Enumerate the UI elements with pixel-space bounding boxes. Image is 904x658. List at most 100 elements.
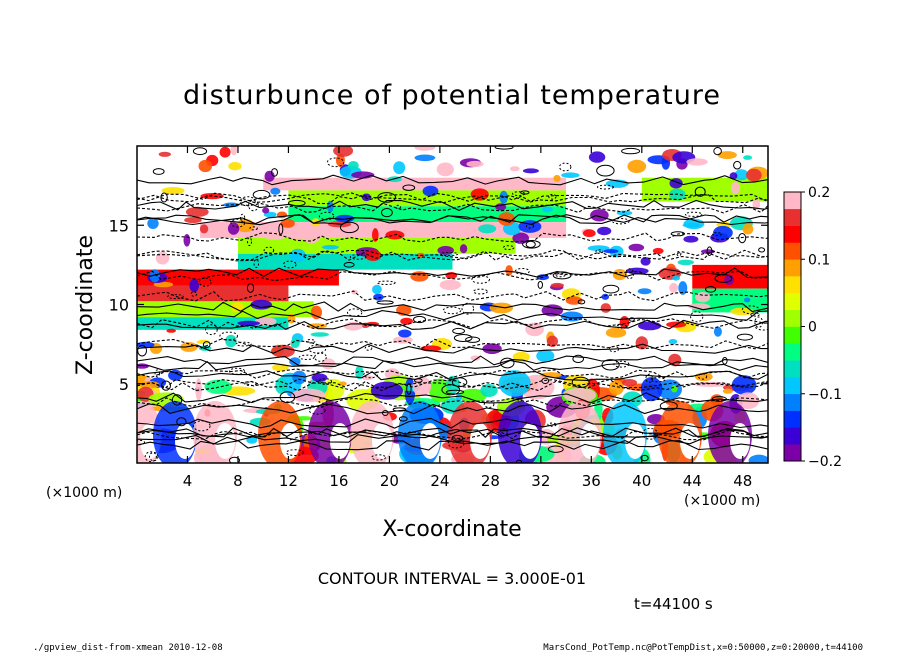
texture-blob <box>686 158 708 166</box>
colorbar-tick-label: 0 <box>808 320 817 336</box>
texture-blob <box>196 339 211 345</box>
x-axis: 4 8 12 16 20 24 28 32 36 40 44 48 <box>183 146 752 490</box>
contour-loop <box>149 451 159 462</box>
contour-loop <box>376 300 394 305</box>
x-tick-label: 32 <box>531 472 550 490</box>
texture-blob <box>199 224 209 234</box>
colorbar-swatch <box>784 427 801 445</box>
texture-blob <box>263 230 287 240</box>
texture-blob <box>478 224 497 234</box>
texture-blob <box>637 288 652 295</box>
texture-blob <box>590 209 609 222</box>
texture-blob <box>155 251 170 265</box>
texture-blob <box>601 293 610 300</box>
texture-blob <box>393 161 406 175</box>
contour-loop <box>690 311 704 323</box>
contour-line <box>137 417 768 429</box>
texture-blob <box>412 376 432 397</box>
contour-loop <box>522 240 541 249</box>
contour-loop <box>137 439 145 446</box>
contour-loop <box>285 449 304 457</box>
contour-loop <box>754 322 768 331</box>
texture-blob <box>219 146 231 158</box>
contour-loop <box>733 160 742 170</box>
texture-blob <box>230 302 244 313</box>
texture-blob <box>743 297 751 303</box>
contour-line <box>137 433 768 445</box>
contour-loop <box>547 445 564 453</box>
plume-core <box>330 423 350 459</box>
contour-loop <box>555 272 566 278</box>
texture-blob <box>742 223 754 235</box>
contour-loop <box>347 308 363 317</box>
contour-line <box>137 397 768 408</box>
texture-blob <box>695 292 711 303</box>
texture-blob <box>616 210 633 216</box>
texture-blob <box>605 327 627 338</box>
contour-loop <box>152 168 165 175</box>
contour-loop <box>167 294 184 300</box>
colorbar-swatch <box>784 292 801 310</box>
texture-blob <box>351 171 375 179</box>
texture-blob <box>422 185 439 197</box>
colorbar-swatch <box>784 309 801 327</box>
contour-loop <box>552 271 572 280</box>
contour-loop <box>406 383 412 395</box>
contour-loop <box>494 146 514 150</box>
contour-loop <box>502 245 515 251</box>
texture-blob <box>458 388 487 403</box>
contour-loop <box>343 262 355 268</box>
contour-loop <box>659 401 678 411</box>
plume-core <box>420 423 440 459</box>
contour-loop <box>371 454 387 461</box>
contour-loop <box>694 186 706 197</box>
texture-blob <box>509 166 520 172</box>
texture-blob <box>147 218 159 229</box>
colorbar-swatch <box>784 326 801 344</box>
texture-blob <box>713 225 733 240</box>
contour-line <box>137 355 768 367</box>
contour-line <box>137 427 768 439</box>
texture-blob <box>137 363 149 369</box>
contour-loop <box>613 360 630 368</box>
texture-blob <box>536 349 555 363</box>
contour-line <box>137 267 768 279</box>
texture-blob <box>505 265 513 276</box>
texture-blob <box>588 151 606 163</box>
colorbar-swatch <box>784 276 801 294</box>
texture-blob <box>668 338 678 345</box>
texture-blob <box>600 303 611 313</box>
plume-core <box>470 423 490 459</box>
contour-loop <box>461 302 475 315</box>
contour-loop <box>684 211 703 217</box>
texture-blob <box>166 328 176 333</box>
texture-blob <box>310 305 322 320</box>
contour-loop <box>577 299 586 305</box>
texture-blob <box>335 153 345 167</box>
contour-line <box>137 232 768 243</box>
texture-blob <box>672 275 680 281</box>
colorbar-swatch <box>784 393 801 411</box>
texture-blob <box>288 233 305 240</box>
contour-line <box>137 199 768 212</box>
contour-loop <box>318 397 328 404</box>
contour-loop <box>363 371 379 379</box>
contour-loop <box>738 233 747 244</box>
texture-blob <box>262 207 270 214</box>
texture-blob <box>198 159 213 173</box>
contour-loop <box>402 184 416 191</box>
contour-loop <box>154 369 161 378</box>
contour-line <box>137 429 768 441</box>
texture-blob <box>731 375 757 395</box>
texture-blob <box>628 243 645 252</box>
plume-core <box>280 423 300 459</box>
contour-loop <box>741 305 760 315</box>
contour-loop <box>271 168 278 177</box>
texture-blob <box>729 172 738 180</box>
contour-loop <box>395 204 402 210</box>
texture-blob <box>730 307 754 316</box>
texture-blob <box>682 223 701 228</box>
disturbance-texture <box>137 146 768 463</box>
contour-loop <box>471 275 491 284</box>
